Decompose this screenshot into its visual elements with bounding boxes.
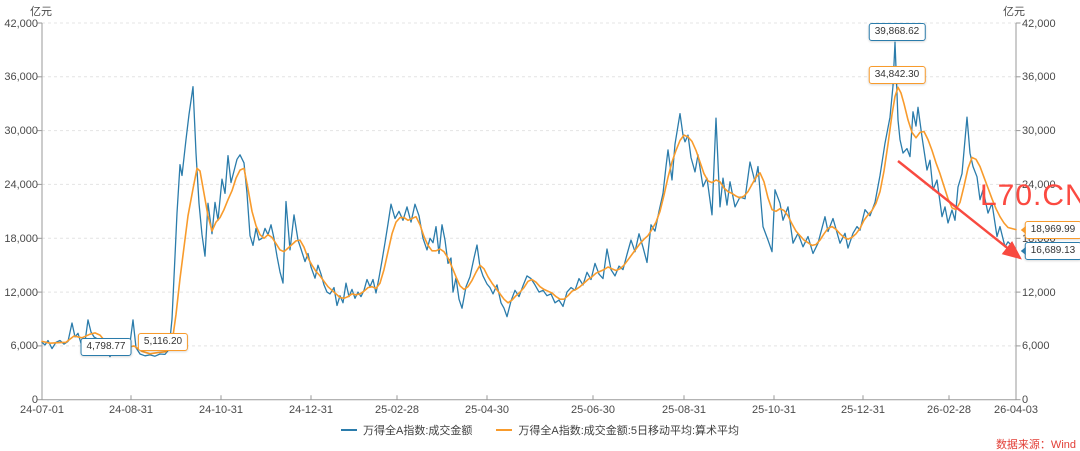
legend-line-swatch	[340, 429, 357, 431]
annotation-box: 34,842.30	[868, 66, 926, 84]
legend-line-swatch	[496, 429, 513, 431]
legend: 万得全A指数:成交金额 万得全A指数:成交金额:5日移动平均:算术平均	[0, 422, 1080, 438]
y-tick-label-left: 36,000	[4, 71, 38, 84]
annotation-box: 5,116.20	[137, 333, 189, 351]
x-tick-label: 25-02-28	[374, 404, 420, 416]
x-tick-label: 25-08-31	[661, 404, 707, 416]
y-tick-label-right: 30,000	[1022, 125, 1056, 138]
legend-label: 万得全A指数:成交金额:5日移动平均:算术平均	[518, 425, 740, 437]
y-tick-label-left: 24,000	[4, 178, 38, 191]
y-tick-label-right: 12,000	[1022, 286, 1056, 299]
data-source-text: 数据来源：Wind	[995, 439, 1076, 451]
annotation-box: 16,689.13	[1020, 242, 1080, 260]
x-tick-label: 24-12-31	[288, 404, 334, 416]
y-tick-label-left: 12,000	[4, 286, 38, 299]
y-tick-label-right: 36,000	[1022, 71, 1056, 84]
y-axis-unit-right: 亿元	[1003, 6, 1025, 18]
x-tick-label: 24-07-01	[19, 404, 65, 416]
annotation-box: 39,868.62	[868, 23, 926, 41]
y-tick-label-left: 18,000	[4, 232, 38, 245]
annotation-tail	[1020, 247, 1026, 255]
y-tick-label-right: 42,000	[1022, 17, 1056, 30]
trend-arrow	[897, 160, 1022, 260]
legend-label: 万得全A指数:成交金额	[362, 425, 473, 437]
legend-item-0[interactable]: 万得全A指数:成交金额	[340, 422, 473, 438]
y-tick-label-left: 6,000	[10, 340, 38, 353]
y-axis-unit-left: 亿元	[30, 6, 52, 18]
series-line-0	[41, 41, 1017, 358]
x-tick-label: 25-12-31	[840, 404, 886, 416]
legend-item-1[interactable]: 万得全A指数:成交金额:5日移动平均:算术平均	[496, 422, 739, 438]
x-tick-label: 26-04-03	[993, 404, 1039, 416]
y-tick-label-left: 30,000	[4, 125, 38, 138]
y-tick-label-right: 24,000	[1022, 178, 1056, 191]
annotation-tail	[1020, 226, 1026, 234]
x-tick-label: 24-08-31	[108, 404, 154, 416]
y-tick-label-left: 0	[31, 394, 38, 407]
x-tick-label: 25-06-30	[570, 404, 616, 416]
x-tick-label: 26-02-28	[926, 404, 972, 416]
annotation-box: 4,798.77	[80, 338, 132, 356]
y-tick-label-right: 0	[1022, 394, 1029, 407]
y-tick-label-right: 6,000	[1022, 340, 1050, 353]
x-tick-label: 25-04-30	[464, 404, 510, 416]
series-line-1	[41, 86, 1017, 355]
x-tick-label: 24-10-31	[198, 404, 244, 416]
annotation-box: 18,969.99	[1020, 221, 1080, 239]
x-tick-label: 25-10-31	[751, 404, 797, 416]
watermark: L70.CN	[980, 179, 1080, 212]
y-tick-label-left: 42,000	[4, 17, 38, 30]
